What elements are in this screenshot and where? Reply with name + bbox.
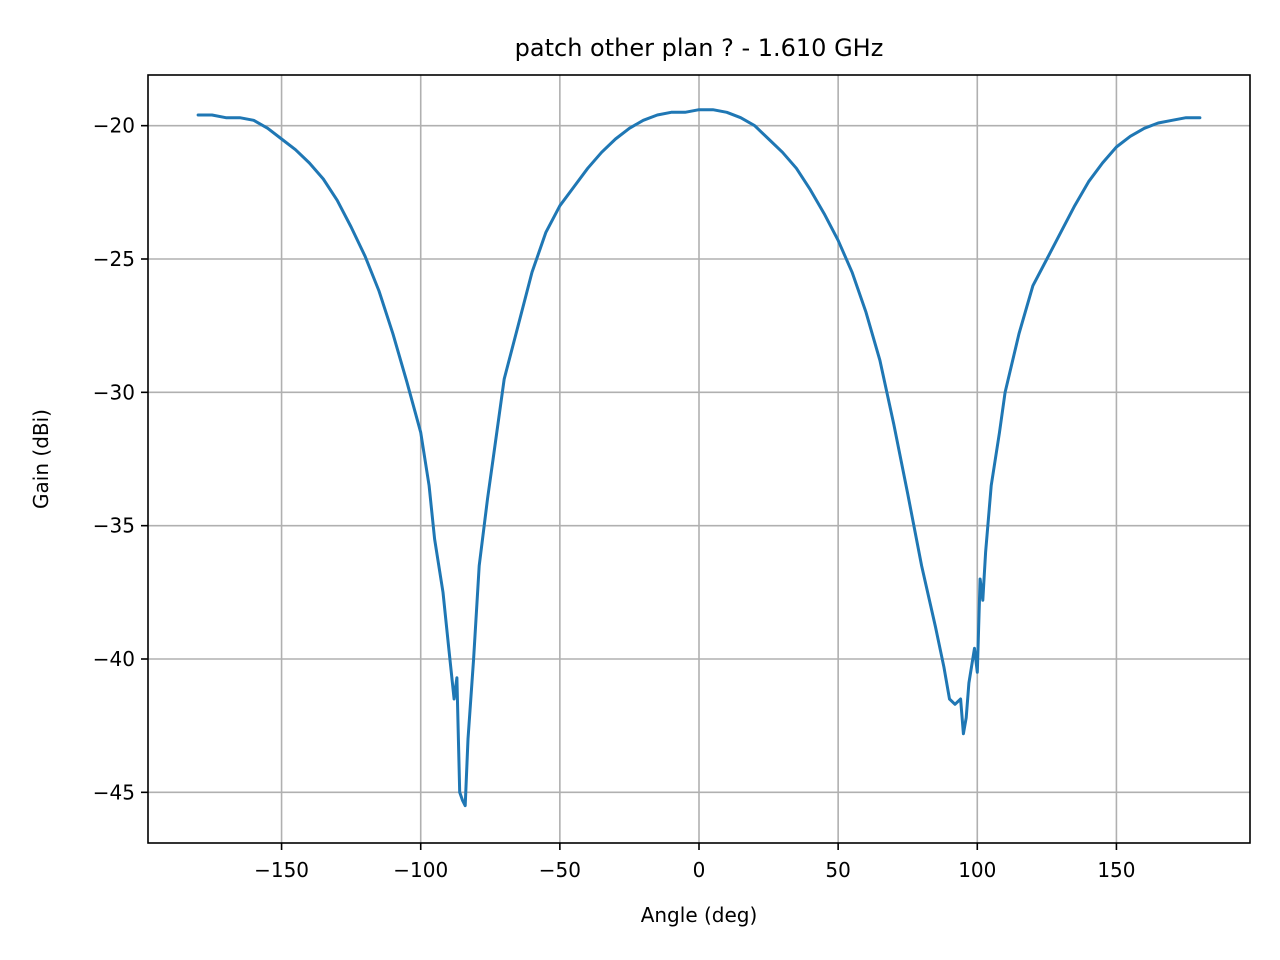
y-axis-label: Gain (dBi): [29, 409, 53, 509]
x-tick-label: 100: [958, 858, 996, 882]
x-tick-label: −150: [254, 858, 309, 882]
y-tick-label: −35: [93, 514, 135, 538]
x-tick-label: 0: [693, 858, 706, 882]
y-tick-label: −40: [93, 647, 135, 671]
series-layer: [196, 108, 1202, 808]
y-tick-label: −25: [93, 247, 135, 271]
chart-title: patch other plan ? - 1.610 GHz: [515, 34, 884, 62]
y-tick-label: −20: [93, 114, 135, 138]
x-tick-label: −100: [393, 858, 448, 882]
x-axis-label: Angle (deg): [641, 903, 758, 927]
x-tick-label: 150: [1097, 858, 1135, 882]
y-tick-label: −30: [93, 380, 135, 404]
y-tick-label: −45: [93, 780, 135, 804]
gain-series-line: [196, 108, 1202, 808]
x-tick-label: −50: [539, 858, 581, 882]
axis-ticks: −150 −100 −50 0 50 100 150 −20 −25 −30 −35 −40 −45: [93, 114, 1136, 882]
x-tick-label: 50: [825, 858, 850, 882]
grid: [148, 75, 1250, 843]
